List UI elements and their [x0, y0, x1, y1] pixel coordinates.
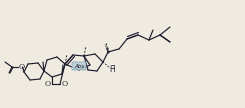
Text: O: O	[44, 79, 50, 87]
Text: O: O	[19, 63, 25, 71]
Text: H̄: H̄	[109, 65, 115, 75]
Text: O: O	[61, 79, 68, 87]
Text: Abs: Abs	[74, 64, 84, 68]
FancyBboxPatch shape	[72, 62, 86, 70]
